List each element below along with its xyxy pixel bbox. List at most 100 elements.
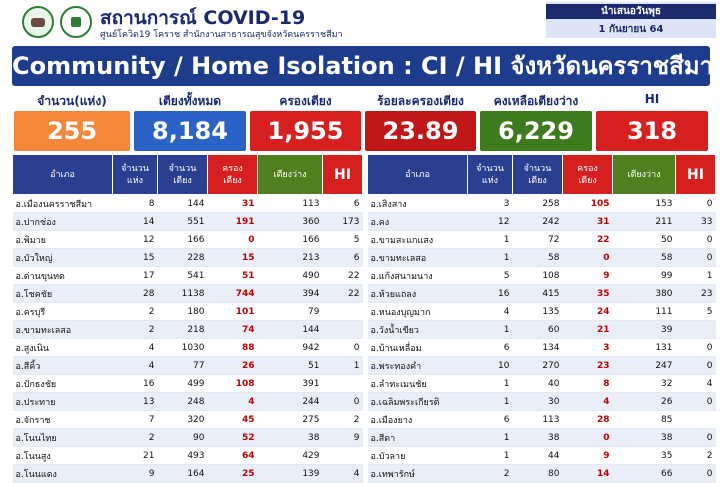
district-name: อ.ขามทะเลสอ: [12, 320, 113, 339]
right-district-table: อำเภอ จำนวน แห่ง จำนวน เตียง ครอง เตียง เตี…: [367, 154, 716, 483]
header-district: อำเภอ: [367, 154, 468, 195]
bed-count: 166: [157, 230, 208, 249]
table-row: อ.จักราช 7 320 45 275 2: [12, 410, 363, 429]
free-beds: 490: [257, 266, 323, 285]
free-beds: 394: [257, 284, 323, 303]
table-row: อ.โนนไทย 2 90 52 38 9: [12, 428, 363, 447]
bed-count: 499: [157, 374, 208, 393]
stat-label: ครองเตียง: [279, 94, 332, 108]
site-count: 6: [467, 410, 513, 429]
site-count: 15: [112, 248, 158, 267]
site-count: 28: [112, 284, 158, 303]
stat-value: 8,184: [134, 111, 246, 151]
district-name: อ.โนนแดง: [12, 464, 113, 483]
district-name: อ.เทพารักษ์: [367, 464, 468, 483]
bed-count: 113: [512, 410, 563, 429]
district-name: อ.ครบุรี: [12, 302, 113, 321]
free-beds: 35: [612, 446, 676, 465]
free-beds: 79: [257, 302, 323, 321]
district-name: อ.ปักธงชัย: [12, 374, 113, 393]
table-row: อ.สีคิ้ว 4 77 26 51 1: [12, 356, 363, 375]
header-free: เตียงว่าง: [612, 154, 676, 195]
stat-value: 1,955: [250, 111, 361, 151]
table-row: อ.ลำทะเมนชัย 1 40 8 32 4: [367, 374, 716, 393]
bed-count: 228: [157, 248, 208, 267]
occupied-beds: 21: [562, 320, 613, 339]
site-count: 7: [112, 410, 158, 429]
site-count: 14: [112, 212, 158, 231]
table-row: อ.เฉลิมพระเกียรติ 1 30 4 26 0: [367, 392, 716, 411]
bed-count: 1138: [157, 284, 208, 303]
free-beds: 391: [257, 374, 323, 393]
stat-value: 6,229: [480, 111, 592, 151]
free-beds: 211: [612, 212, 676, 231]
hi-count: 0: [675, 392, 716, 411]
occupied-beds: 35: [562, 284, 613, 303]
site-count: 1: [467, 392, 513, 411]
free-beds: 139: [257, 464, 323, 483]
free-beds: 66: [612, 464, 676, 483]
stat-label: จำนวน(แห่ง): [37, 94, 107, 108]
occupied-beds: 31: [562, 212, 613, 231]
site-count: 4: [467, 302, 513, 321]
district-name: อ.หนองบุญมาก: [367, 302, 468, 321]
bed-count: 551: [157, 212, 208, 231]
free-beds: 51: [257, 356, 323, 375]
hi-count: 0: [675, 356, 716, 375]
bed-count: 180: [157, 302, 208, 321]
site-count: 4: [112, 338, 158, 357]
occupied-beds: 191: [207, 212, 258, 231]
site-count: 21: [112, 446, 158, 465]
district-name: อ.แก้งสนามนาง: [367, 266, 468, 285]
hi-count: [322, 374, 363, 393]
bed-count: 90: [157, 428, 208, 447]
occupied-beds: 0: [207, 230, 258, 249]
date-label: นำเสนอวันพุธ: [546, 4, 716, 19]
header-count: จำนวน แห่ง: [112, 154, 158, 195]
table-row: อ.หนองบุญมาก 4 135 24 111 5: [367, 302, 716, 321]
table-row: อ.ประทาย 13 248 4 244 0: [12, 392, 363, 411]
district-name: อ.ห้วยแถลง: [367, 284, 468, 303]
site-count: 3: [467, 194, 513, 213]
hi-count: 0: [675, 194, 716, 213]
free-beds: 113: [257, 194, 323, 213]
occupied-beds: 31: [207, 194, 258, 213]
occupied-beds: 105: [562, 194, 613, 213]
bed-count: 58: [512, 248, 563, 267]
hi-count: 5: [675, 302, 716, 321]
free-beds: 153: [612, 194, 676, 213]
table-row: อ.ขามทะเลสอ 2 218 74 144: [12, 320, 363, 339]
hi-count: 9: [322, 428, 363, 447]
free-beds: 144: [257, 320, 323, 339]
site-count: 6: [467, 338, 513, 357]
stat-value: 318: [596, 111, 708, 151]
occupied-beds: 15: [207, 248, 258, 267]
site-count: 12: [112, 230, 158, 249]
left-district-table: อำเภอ จำนวน แห่ง จำนวน เตียง ครอง เตียง เตี…: [12, 154, 363, 483]
table-row: อ.พระทองคำ 10 270 23 247 0: [367, 356, 716, 375]
bed-count: 258: [512, 194, 563, 213]
occupied-beds: 25: [207, 464, 258, 483]
table-row: อ.โนนแดง 9 164 25 139 4: [12, 464, 363, 483]
hi-count: 0: [322, 392, 363, 411]
site-count: 1: [467, 320, 513, 339]
district-name: อ.โนนสูง: [12, 446, 113, 465]
bed-count: 77: [157, 356, 208, 375]
provincial-logo-icon: [22, 6, 54, 38]
table-row: อ.โชคชัย 28 1138 744 394 22: [12, 284, 363, 303]
free-beds: 111: [612, 302, 676, 321]
bed-count: 1030: [157, 338, 208, 357]
date-value: 1 กันยายน 64: [598, 24, 664, 35]
bed-count: 164: [157, 464, 208, 483]
district-name: อ.บัวใหญ่: [12, 248, 113, 267]
hi-count: [322, 320, 363, 339]
district-name: อ.ขามทะเลสอ: [367, 248, 468, 267]
site-count: 2: [112, 320, 158, 339]
occupied-beds: 22: [562, 230, 613, 249]
district-name: อ.สูงเนิน: [12, 338, 113, 357]
free-beds: 38: [257, 428, 323, 447]
header-district: อำเภอ: [12, 154, 113, 195]
table-row: อ.เทพารักษ์ 2 80 14 66 0: [367, 464, 716, 483]
occupied-beds: 4: [207, 392, 258, 411]
hi-count: 2: [675, 446, 716, 465]
